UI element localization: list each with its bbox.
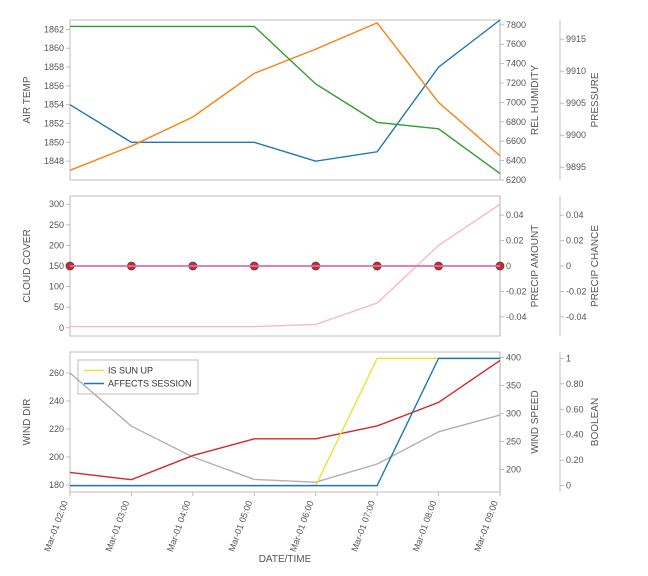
series-wind_dir: [70, 373, 500, 482]
svg-text:0.80: 0.80: [566, 379, 584, 389]
svg-text:6200: 6200: [506, 175, 526, 185]
svg-text:PRECIP CHANCE: PRECIP CHANCE: [590, 225, 601, 307]
svg-text:1862: 1862: [44, 24, 64, 34]
svg-text:0.04: 0.04: [566, 210, 584, 220]
svg-text:IS SUN UP: IS SUN UP: [108, 366, 153, 376]
svg-text:0.60: 0.60: [566, 404, 584, 414]
svg-text:1850: 1850: [44, 137, 64, 147]
svg-text:150: 150: [49, 261, 64, 271]
series-rel_hum: [70, 23, 500, 170]
svg-text:Mar-01 07:00: Mar-01 07:00: [349, 499, 377, 553]
svg-text:250: 250: [506, 437, 521, 447]
svg-text:Mar-01 03:00: Mar-01 03:00: [104, 499, 132, 553]
svg-text:WIND SPEED: WIND SPEED: [530, 390, 541, 453]
svg-text:100: 100: [49, 282, 64, 292]
svg-text:7000: 7000: [506, 97, 526, 107]
svg-text:1860: 1860: [44, 43, 64, 53]
svg-text:200: 200: [49, 452, 64, 462]
svg-text:0.04: 0.04: [506, 210, 524, 220]
svg-text:DATE/TIME: DATE/TIME: [259, 554, 312, 565]
svg-text:6800: 6800: [506, 117, 526, 127]
svg-text:-0.04: -0.04: [566, 312, 587, 322]
svg-text:220: 220: [49, 424, 64, 434]
svg-text:300: 300: [506, 409, 521, 419]
svg-text:1856: 1856: [44, 81, 64, 91]
svg-text:PRECIP AMOUNT: PRECIP AMOUNT: [530, 225, 541, 308]
svg-text:0.02: 0.02: [506, 236, 524, 246]
svg-text:240: 240: [49, 396, 64, 406]
svg-text:200: 200: [49, 240, 64, 250]
svg-text:WIND DIR: WIND DIR: [22, 399, 33, 446]
svg-text:9915: 9915: [566, 34, 586, 44]
svg-text:0: 0: [59, 323, 64, 333]
svg-text:Mar-01 04:00: Mar-01 04:00: [165, 499, 193, 553]
svg-text:0.02: 0.02: [566, 236, 584, 246]
figure: 1848 1850 1852 1854 1856 1858 1860 1862 AIR TEMP…: [0, 0, 648, 576]
svg-text:6600: 6600: [506, 136, 526, 146]
svg-text:7800: 7800: [506, 20, 526, 30]
svg-text:180: 180: [49, 480, 64, 490]
svg-text:9895: 9895: [566, 162, 586, 172]
svg-text:400: 400: [506, 353, 521, 363]
svg-text:7600: 7600: [506, 39, 526, 49]
svg-text:AFFECTS SESSION: AFFECTS SESSION: [108, 379, 192, 389]
svg-text:300: 300: [49, 199, 64, 209]
svg-text:250: 250: [49, 220, 64, 230]
svg-text:PRESSURE: PRESSURE: [590, 72, 601, 127]
svg-text:50: 50: [54, 302, 64, 312]
svg-text:350: 350: [506, 381, 521, 391]
svg-text:0.40: 0.40: [566, 430, 584, 440]
svg-text:Mar-01 08:00: Mar-01 08:00: [411, 499, 439, 553]
svg-text:0.20: 0.20: [566, 455, 584, 465]
svg-text:Mar-01 06:00: Mar-01 06:00: [288, 499, 316, 553]
svg-text:1848: 1848: [44, 156, 64, 166]
svg-text:REL HUMIDITY: REL HUMIDITY: [530, 65, 541, 136]
svg-text:0: 0: [566, 261, 571, 271]
svg-text:Mar-01 02:00: Mar-01 02:00: [42, 499, 70, 553]
series-is_sun_up: [70, 358, 500, 485]
svg-text:Mar-01 09:00: Mar-01 09:00: [472, 499, 500, 553]
svg-text:1854: 1854: [44, 100, 64, 110]
svg-text:200: 200: [506, 465, 521, 475]
svg-text:0: 0: [566, 481, 571, 491]
svg-text:1858: 1858: [44, 62, 64, 72]
svg-text:0: 0: [506, 261, 511, 271]
svg-text:1: 1: [566, 353, 571, 363]
svg-text:CLOUD COVER: CLOUD COVER: [22, 229, 33, 302]
svg-text:AIR TEMP: AIR TEMP: [22, 76, 33, 123]
series-air_temp: [70, 20, 500, 161]
svg-text:1852: 1852: [44, 119, 64, 129]
svg-text:9910: 9910: [566, 66, 586, 76]
svg-text:9900: 9900: [566, 130, 586, 140]
svg-text:7200: 7200: [506, 78, 526, 88]
svg-text:7400: 7400: [506, 59, 526, 69]
svg-text:6400: 6400: [506, 156, 526, 166]
svg-text:BOOLEAN: BOOLEAN: [590, 398, 601, 446]
svg-text:-0.04: -0.04: [506, 312, 527, 322]
svg-text:-0.02: -0.02: [566, 286, 587, 296]
svg-text:-0.02: -0.02: [506, 286, 527, 296]
svg-text:260: 260: [49, 368, 64, 378]
series-affects: [70, 358, 500, 485]
svg-text:9905: 9905: [566, 98, 586, 108]
svg-text:Mar-01 05:00: Mar-01 05:00: [226, 499, 254, 553]
panel1-frame: [70, 20, 500, 180]
